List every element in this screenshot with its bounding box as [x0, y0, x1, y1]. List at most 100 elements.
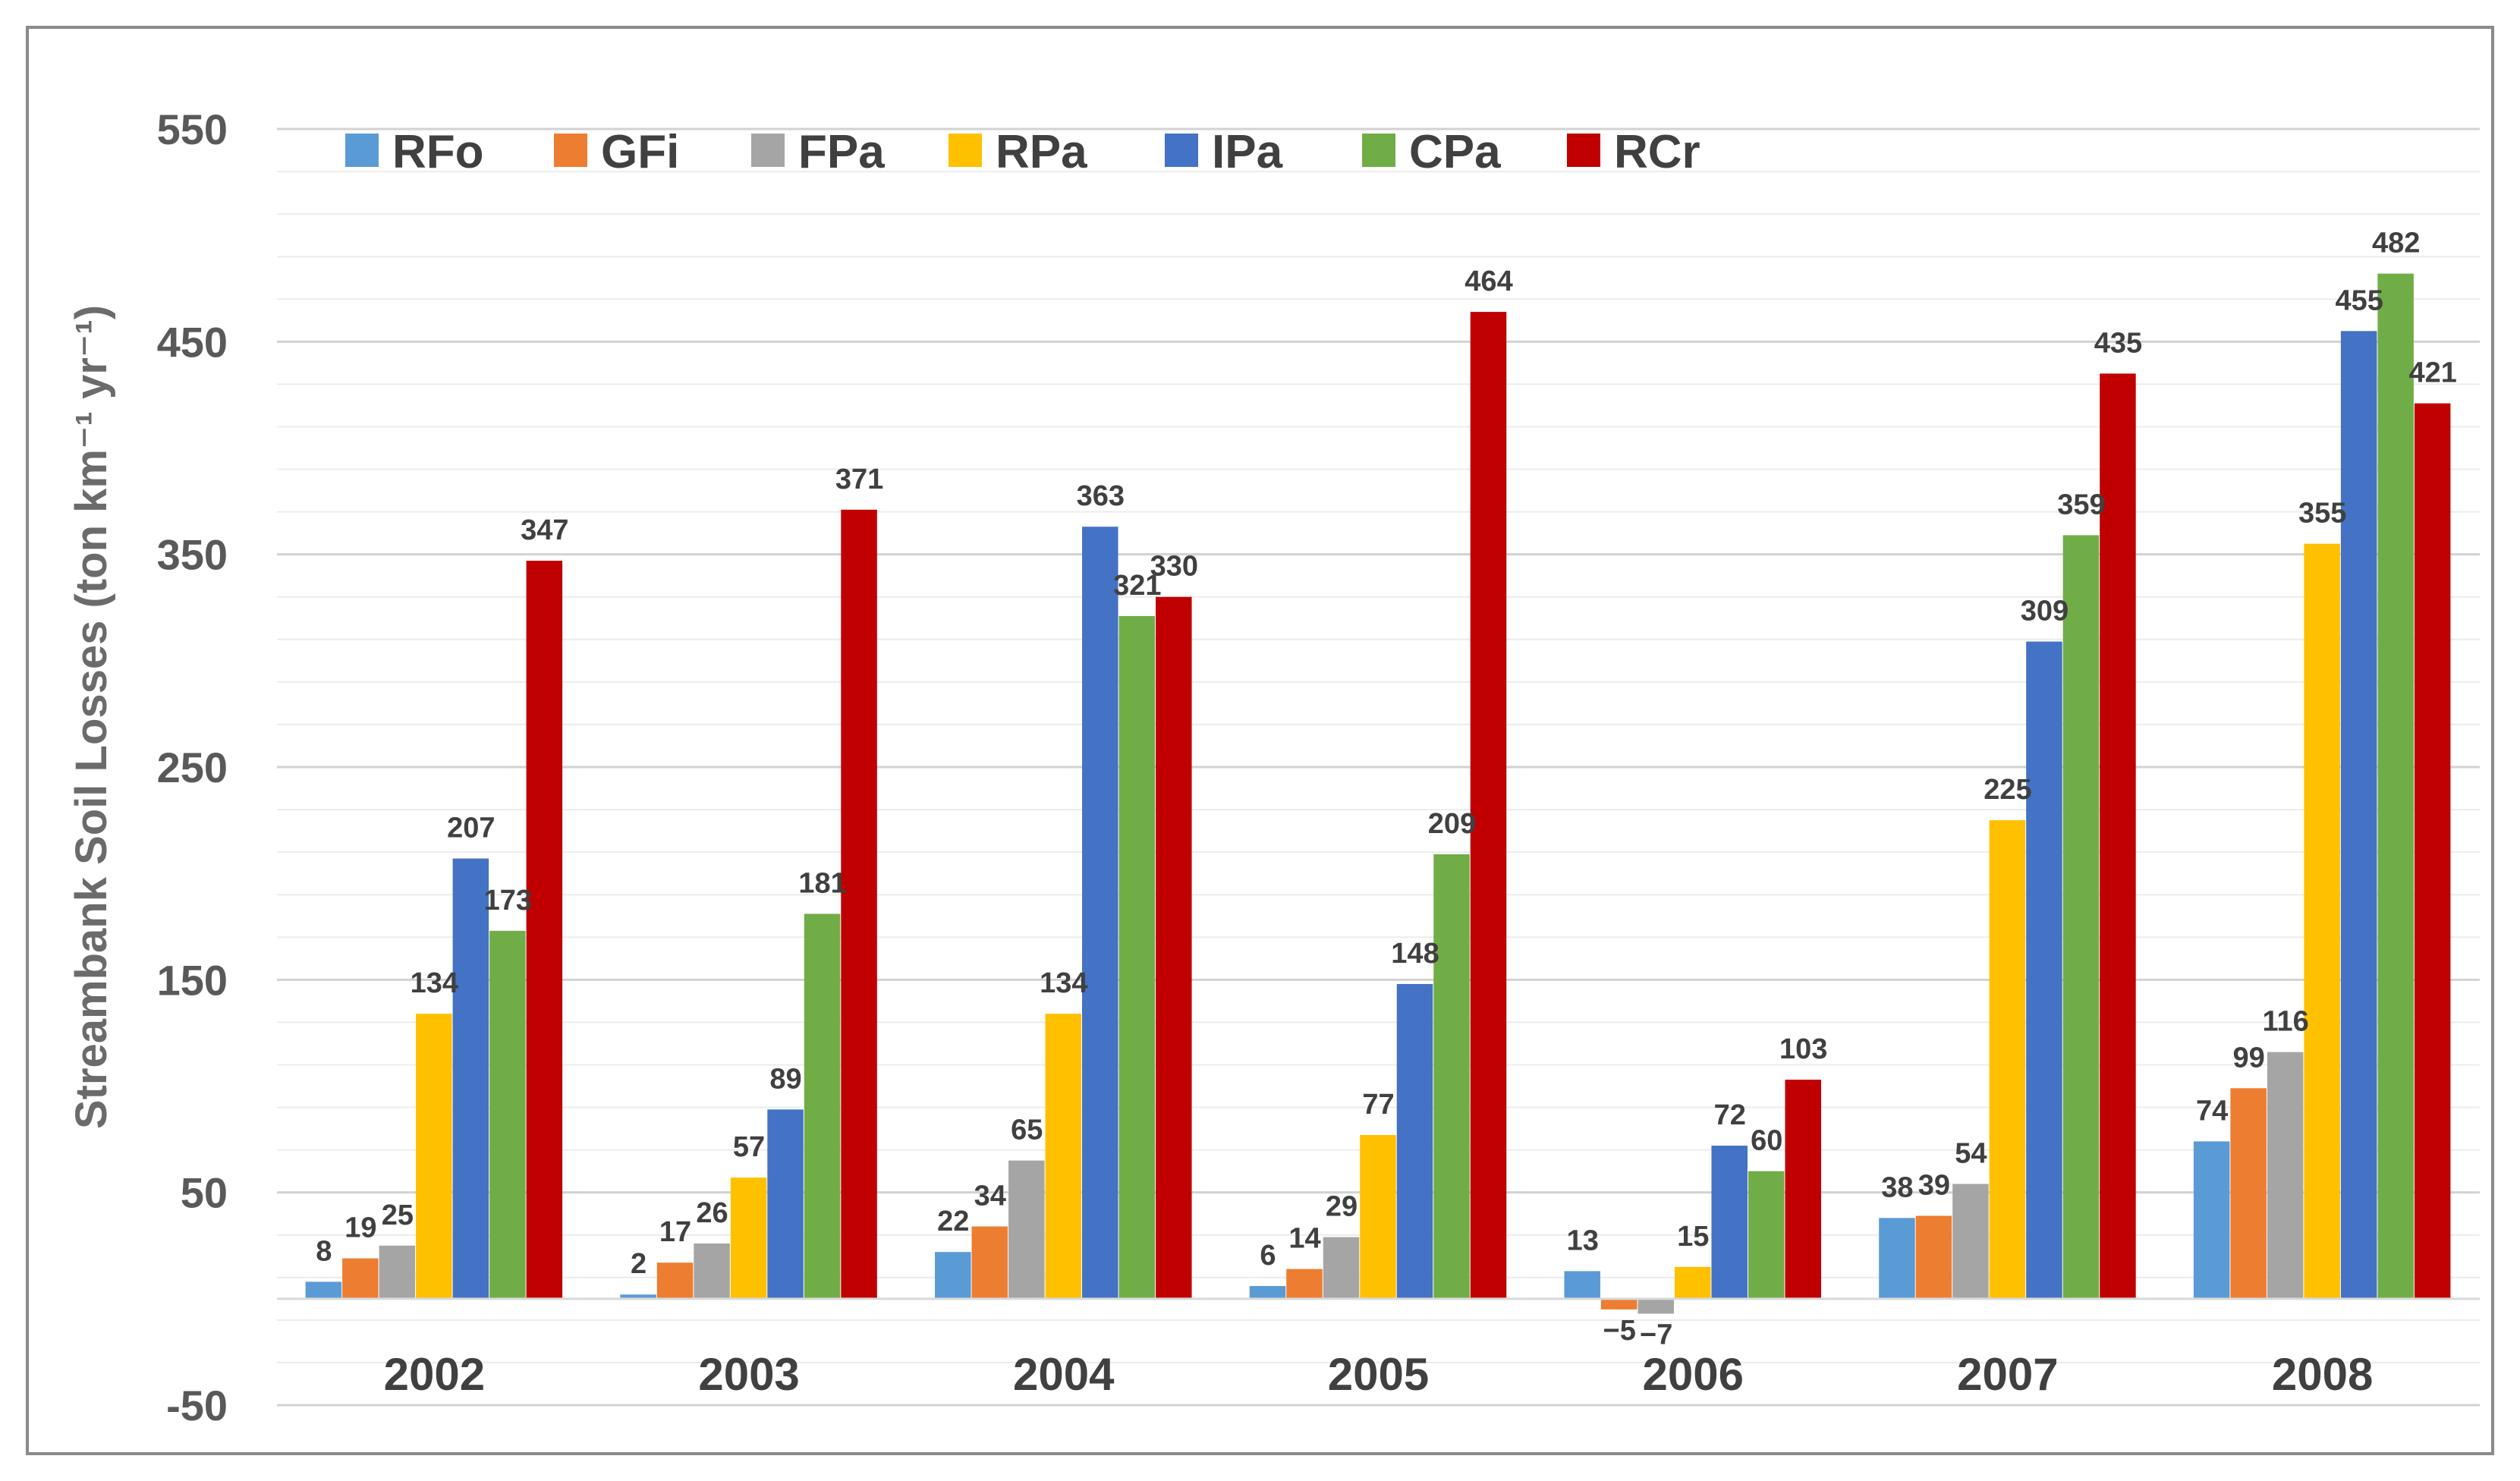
bar-CPa-2003	[804, 913, 841, 1299]
bar-RFo-2002	[305, 1281, 342, 1299]
data-label-RFo-2006: 13	[1567, 1225, 1599, 1256]
data-label-GFi-2007: 39	[1918, 1170, 1950, 1202]
data-label-GFi-2005: 14	[1288, 1223, 1320, 1255]
bar-RCr-2008	[2414, 403, 2451, 1299]
legend-swatch-IPa	[1165, 134, 1198, 167]
data-label-RPa-2005: 77	[1362, 1089, 1394, 1121]
data-label-RPa-2007: 225	[1984, 774, 2031, 806]
data-label-RFo-2004: 22	[937, 1206, 969, 1237]
data-label-IPa-2007: 309	[2021, 596, 2069, 627]
x-tick-label: 2003	[698, 1349, 799, 1400]
data-label-FPa-2008: 116	[2262, 1006, 2308, 1038]
y-tick-label: 150	[157, 956, 228, 1004]
data-label-FPa-2006: −7	[1640, 1319, 1672, 1351]
x-tick-label: 2008	[2272, 1349, 2373, 1400]
bar-RPa-2002	[416, 1014, 452, 1299]
y-tick-label: 450	[157, 318, 228, 366]
bar-CPa-2007	[2062, 535, 2100, 1299]
legend-label-GFi: GFi	[601, 126, 679, 178]
bar-RPa-2004	[1045, 1014, 1082, 1299]
data-label-RCr-2005: 464	[1464, 266, 1512, 297]
data-label-IPa-2004: 363	[1077, 480, 1125, 512]
bar-IPa-2008	[2340, 331, 2377, 1299]
legend-label-RPa: RPa	[996, 126, 1087, 178]
bar-RPa-2003	[730, 1178, 767, 1299]
data-label-RCr-2003: 371	[835, 464, 883, 495]
data-label-CPa-2007: 359	[2057, 489, 2105, 520]
data-label-FPa-2002: 25	[382, 1200, 414, 1231]
data-label-RCr-2008: 421	[2408, 357, 2456, 389]
bar-FPa-2007	[1952, 1184, 1989, 1299]
bar-GFi-2003	[656, 1262, 694, 1299]
data-label-GFi-2008: 99	[2233, 1042, 2265, 1074]
data-label-RCr-2006: 103	[1779, 1033, 1827, 1065]
bar-RPa-2005	[1360, 1134, 1396, 1299]
bar-GFi-2008	[2230, 1088, 2267, 1299]
bar-GFi-2004	[971, 1226, 1008, 1299]
bar-RCr-2007	[2100, 373, 2136, 1299]
bar-IPa-2007	[2026, 641, 2062, 1299]
bar-IPa-2004	[1082, 527, 1118, 1299]
y-tick-label: 250	[157, 744, 228, 791]
legend-label-RCr: RCr	[1614, 126, 1700, 178]
bar-RCr-2003	[841, 509, 877, 1299]
legend-label-FPa: FPa	[798, 126, 885, 178]
data-label-IPa-2006: 72	[1714, 1099, 1746, 1131]
x-tick-label: 2002	[384, 1349, 485, 1400]
data-label-IPa-2003: 89	[769, 1063, 801, 1095]
x-tick-label: 2006	[1642, 1349, 1743, 1400]
data-label-GFi-2003: 17	[659, 1216, 691, 1248]
legend: RFo GFi FPa RPa IPa CPa RCr	[345, 126, 1700, 178]
data-label-GFi-2002: 19	[344, 1212, 376, 1244]
y-tick-label: 550	[157, 105, 228, 153]
bar-RCr-2006	[1785, 1080, 1821, 1299]
data-label-RPa-2006: 15	[1677, 1221, 1709, 1253]
data-label-GFi-2004: 34	[974, 1181, 1006, 1212]
bar-FPa-2006	[1638, 1298, 1674, 1314]
legend-swatch-GFi	[554, 134, 587, 167]
legend-label-CPa: CPa	[1409, 126, 1501, 178]
x-tick-label: 2005	[1328, 1349, 1429, 1400]
data-label-GFi-2006: −5	[1603, 1315, 1636, 1347]
bar-IPa-2006	[1711, 1145, 1748, 1299]
data-label-RCr-2007: 435	[2094, 327, 2142, 359]
y-tick-label: 50	[181, 1169, 228, 1217]
bar-CPa-2004	[1118, 615, 1156, 1299]
data-label-CPa-2006: 60	[1751, 1125, 1782, 1157]
data-label-RPa-2004: 134	[1040, 967, 1087, 999]
data-label-FPa-2005: 29	[1326, 1191, 1358, 1223]
data-label-RPa-2002: 134	[411, 967, 458, 999]
data-label-RPa-2008: 355	[2298, 498, 2346, 530]
legend-label-IPa: IPa	[1212, 126, 1283, 178]
bar-RPa-2007	[1989, 820, 2026, 1299]
data-label-CPa-2002: 173	[484, 885, 532, 917]
data-label-FPa-2003: 26	[696, 1197, 728, 1229]
legend-swatch-RPa	[949, 134, 982, 167]
data-label-RCr-2004: 330	[1150, 551, 1198, 583]
bar-GFi-2002	[342, 1258, 379, 1299]
data-label-RPa-2003: 57	[733, 1131, 765, 1163]
y-axis-label: Streambank Soil Losses (ton km⁻¹ yr⁻¹)	[67, 305, 116, 1129]
data-label-IPa-2005: 148	[1391, 938, 1439, 970]
legend-swatch-FPa	[751, 134, 785, 167]
data-label-RFo-2007: 38	[1881, 1171, 1913, 1203]
legend-label-RFo: RFo	[392, 126, 484, 178]
bar-FPa-2003	[694, 1243, 730, 1299]
data-label-IPa-2008: 455	[2335, 285, 2383, 316]
data-label-IPa-2002: 207	[447, 813, 495, 844]
y-tick-label: 350	[157, 531, 228, 579]
bar-CPa-2005	[1433, 854, 1470, 1299]
data-label-CPa-2004: 321	[1113, 570, 1161, 602]
data-label-RCr-2002: 347	[521, 514, 568, 546]
data-label-RFo-2005: 6	[1260, 1240, 1276, 1272]
data-label-RFo-2002: 8	[316, 1235, 332, 1267]
bar-RPa-2006	[1674, 1266, 1711, 1299]
bar-GFi-2007	[1915, 1215, 1952, 1299]
bar-RFo-2005	[1249, 1286, 1286, 1299]
bar-IPa-2002	[452, 858, 489, 1299]
data-label-FPa-2004: 65	[1011, 1115, 1043, 1146]
data-label-CPa-2003: 181	[798, 867, 846, 899]
bar-RCr-2004	[1156, 596, 1192, 1299]
bar-RCr-2002	[526, 561, 563, 1299]
